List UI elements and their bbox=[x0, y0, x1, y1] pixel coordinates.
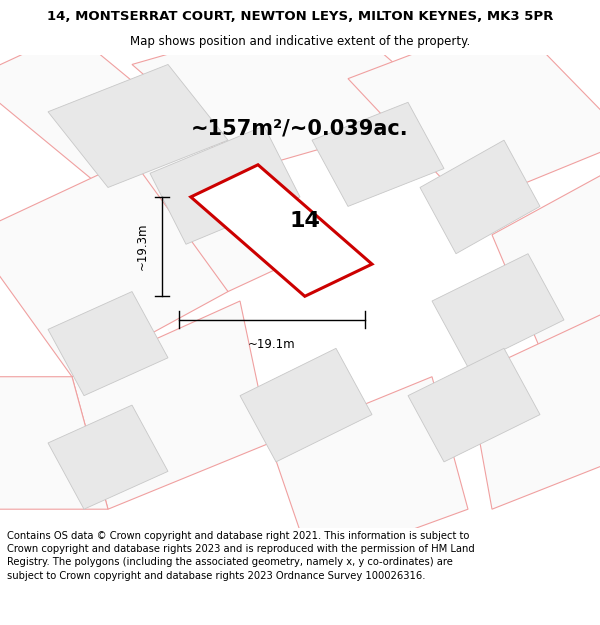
Polygon shape bbox=[432, 254, 564, 368]
Text: ~19.1m: ~19.1m bbox=[248, 338, 296, 351]
Polygon shape bbox=[312, 102, 444, 206]
Polygon shape bbox=[48, 64, 228, 188]
Polygon shape bbox=[348, 17, 600, 206]
Polygon shape bbox=[0, 31, 330, 291]
Polygon shape bbox=[48, 291, 168, 396]
Polygon shape bbox=[132, 8, 450, 169]
Polygon shape bbox=[270, 377, 468, 566]
Polygon shape bbox=[240, 348, 372, 462]
Text: ~157m²/~0.039ac.: ~157m²/~0.039ac. bbox=[191, 118, 409, 138]
Polygon shape bbox=[191, 165, 372, 296]
Polygon shape bbox=[150, 126, 300, 244]
Polygon shape bbox=[72, 301, 270, 509]
Text: 14, MONTSERRAT COURT, NEWTON LEYS, MILTON KEYNES, MK3 5PR: 14, MONTSERRAT COURT, NEWTON LEYS, MILTO… bbox=[47, 10, 553, 23]
Polygon shape bbox=[468, 301, 600, 509]
Polygon shape bbox=[492, 149, 600, 348]
Text: 14: 14 bbox=[290, 211, 321, 231]
Polygon shape bbox=[408, 348, 540, 462]
Text: Contains OS data © Crown copyright and database right 2021. This information is : Contains OS data © Crown copyright and d… bbox=[7, 531, 475, 581]
Text: Map shows position and indicative extent of the property.: Map shows position and indicative extent… bbox=[130, 35, 470, 48]
Polygon shape bbox=[0, 377, 108, 509]
Polygon shape bbox=[420, 140, 540, 254]
Polygon shape bbox=[48, 405, 168, 509]
Polygon shape bbox=[0, 159, 228, 377]
Text: ~19.3m: ~19.3m bbox=[136, 223, 149, 271]
